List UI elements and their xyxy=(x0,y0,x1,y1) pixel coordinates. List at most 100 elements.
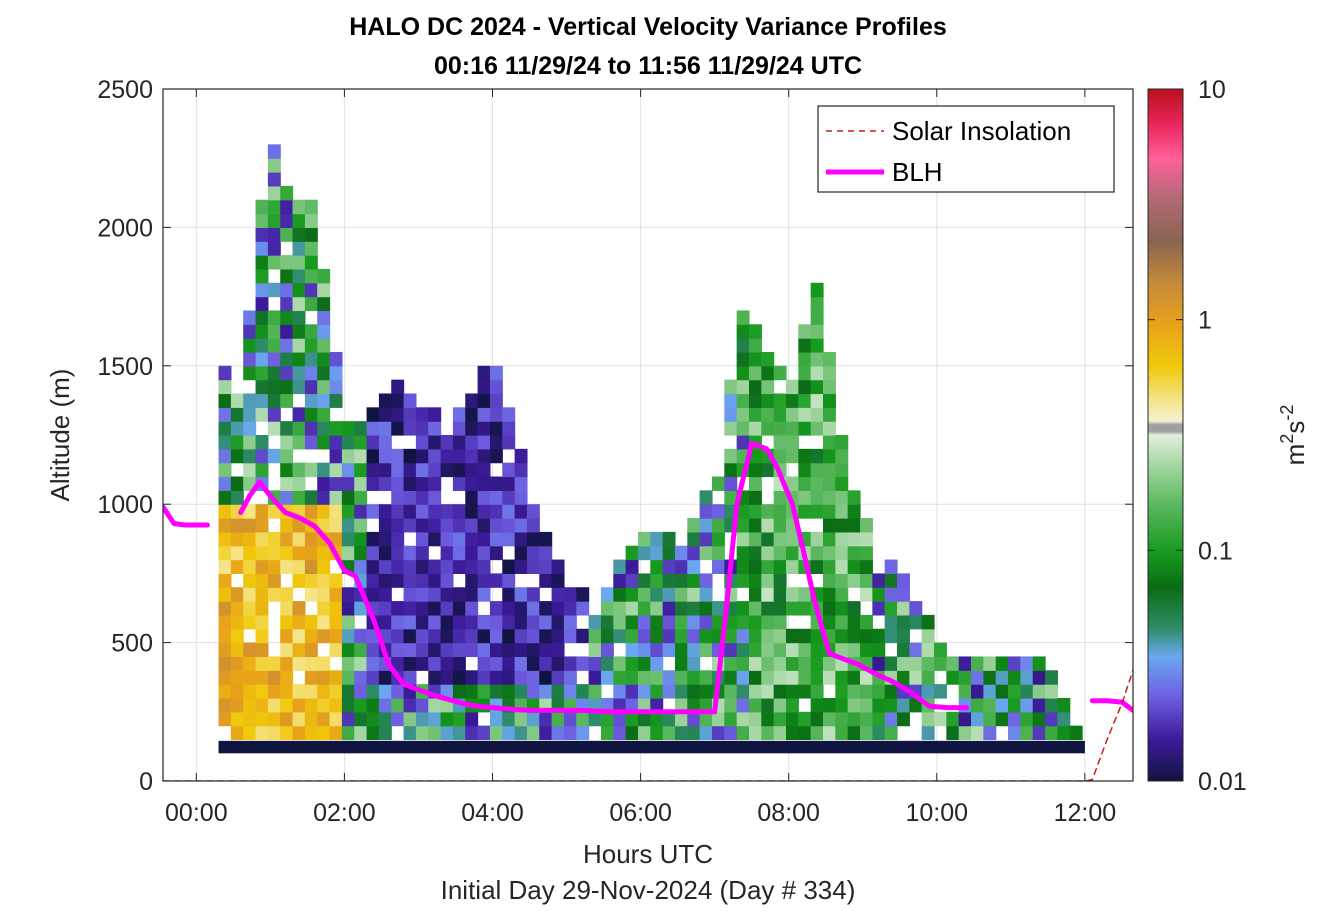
heatmap-cell xyxy=(428,531,442,547)
heatmap-cell xyxy=(822,559,836,574)
heatmap-cell xyxy=(761,587,775,602)
heatmap-cell xyxy=(391,697,405,713)
heatmap-cell xyxy=(329,697,343,713)
heatmap-cell xyxy=(699,531,713,547)
heatmap-cell xyxy=(736,310,750,325)
heatmap-cell xyxy=(317,504,331,519)
heatmap-cell xyxy=(847,711,861,727)
heatmap-cell xyxy=(280,697,294,713)
heatmap-cell xyxy=(428,435,442,450)
heatmap-cell xyxy=(218,628,232,644)
heatmap-cell xyxy=(465,490,479,505)
heatmap-cell xyxy=(946,670,960,685)
heatmap-cell xyxy=(403,393,417,408)
heatmap-cell xyxy=(391,642,405,658)
heatmap-cell xyxy=(835,573,849,588)
heatmap-cell xyxy=(662,601,676,616)
heatmap-cell xyxy=(292,711,306,727)
heatmap-cell xyxy=(724,462,738,478)
heatmap-cell xyxy=(292,462,306,478)
heatmap-cell xyxy=(440,435,454,450)
heatmap-cell xyxy=(267,531,281,547)
heatmap-cell xyxy=(366,421,380,436)
heatmap-cell xyxy=(243,407,257,422)
heatmap-cell xyxy=(736,324,750,339)
heatmap-cell xyxy=(230,407,244,422)
heatmap-cell xyxy=(255,656,269,671)
heatmap-cell xyxy=(736,351,750,367)
heatmap-cell xyxy=(662,725,676,741)
heatmap-cell xyxy=(798,684,812,699)
heatmap-cell xyxy=(736,545,750,561)
heatmap-cell xyxy=(872,628,886,644)
heatmap-cell xyxy=(502,435,516,450)
heatmap-cell xyxy=(317,324,331,339)
heatmap-cell xyxy=(329,462,343,478)
heatmap-cell xyxy=(785,697,799,713)
heatmap-cell xyxy=(539,531,553,547)
heatmap-cell xyxy=(452,614,466,630)
heatmap-cell xyxy=(267,725,281,741)
heatmap-cell xyxy=(465,601,479,616)
heatmap-cell xyxy=(674,642,688,658)
heatmap-cell xyxy=(761,545,775,561)
heatmap-cell xyxy=(650,614,664,630)
heatmap-cell xyxy=(502,559,516,574)
heatmap-cell xyxy=(576,684,590,699)
heatmap-cell xyxy=(452,476,466,491)
heatmap-cell xyxy=(477,559,491,574)
heatmap-cell xyxy=(563,614,577,630)
heatmap-cell xyxy=(724,421,738,436)
heatmap-cell xyxy=(267,158,281,173)
heatmap-cell xyxy=(958,656,972,671)
heatmap-cell xyxy=(267,338,281,353)
heatmap-cell xyxy=(860,725,873,741)
heatmap-cell xyxy=(835,518,849,533)
heatmap-cell xyxy=(1032,684,1046,699)
heatmap-cell xyxy=(267,255,281,270)
heatmap-cell xyxy=(292,255,306,270)
heatmap-cell xyxy=(835,490,849,505)
heatmap-cell xyxy=(502,628,516,644)
heatmap-cell xyxy=(588,711,602,727)
heatmap-cell xyxy=(1008,656,1021,671)
heatmap-cell xyxy=(428,670,442,685)
heatmap-cell xyxy=(539,684,553,699)
heatmap-cell xyxy=(576,656,590,671)
heatmap-cell xyxy=(428,573,442,588)
heatmap-cell xyxy=(761,559,775,574)
heatmap-cell xyxy=(613,670,627,685)
heatmap-cell xyxy=(847,518,861,533)
heatmap-cell xyxy=(366,684,380,699)
heatmap-cell xyxy=(773,435,787,450)
heatmap-cell xyxy=(1045,711,1058,727)
heatmap-cell xyxy=(452,628,466,644)
heatmap-cell xyxy=(255,628,269,644)
heatmap-cell xyxy=(304,642,318,658)
heatmap-cell xyxy=(440,684,454,699)
heatmap-cell xyxy=(267,697,281,713)
heatmap-cell xyxy=(502,725,516,741)
heatmap-cell xyxy=(403,462,417,478)
heatmap-cell xyxy=(477,656,491,671)
heatmap-cell xyxy=(267,282,281,298)
heatmap-cell xyxy=(872,711,886,727)
heatmap-cell xyxy=(440,518,454,533)
series-lines xyxy=(163,440,1133,781)
heatmap-cell xyxy=(761,421,775,436)
heatmap-cell xyxy=(810,656,824,671)
heatmap-cell xyxy=(280,490,294,505)
heatmap-cell xyxy=(415,490,429,505)
heatmap-cell xyxy=(785,670,799,685)
heatmap-cell xyxy=(539,642,553,658)
heatmap-cell xyxy=(354,697,368,713)
heatmap-cell xyxy=(280,227,294,242)
heatmap-cell xyxy=(551,684,565,699)
heatmap-cell xyxy=(415,476,429,491)
heatmap-cell xyxy=(317,421,331,436)
heatmap-cell xyxy=(625,587,639,602)
heatmap-cell xyxy=(304,490,318,505)
heatmap-cell xyxy=(366,573,380,588)
heatmap-cell xyxy=(563,587,577,602)
heatmap-cell xyxy=(748,642,762,658)
